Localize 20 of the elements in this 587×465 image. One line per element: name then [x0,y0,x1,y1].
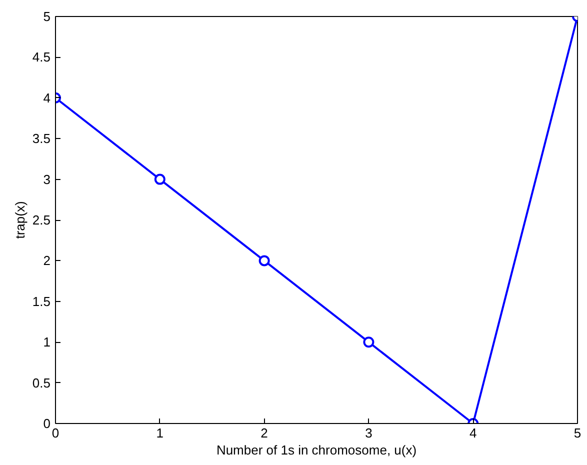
y-tick-label: 3 [43,172,51,187]
y-tick-label: 0.5 [32,375,51,390]
point [154,174,166,185]
x-tick-label: 2 [260,426,268,440]
x-tick-label: 4 [469,426,477,440]
y-tick-label: 1.5 [32,294,51,309]
y-tick-label: 4.5 [32,50,51,65]
y-tick-label: 4 [43,90,51,106]
y-tick-label: 1 [43,334,51,350]
y-tick-label: 0 [43,416,51,431]
y-tick-label: 5 [43,9,51,24]
x-axis-title: Number of 1s in chromosome, u(x) [216,442,417,458]
x-tick-label: 5 [574,426,582,440]
y-tick-label: 3.5 [32,131,51,146]
x-tick-label: 3 [365,426,372,440]
y-axis-title: trap(x) [12,201,28,239]
y-tick-label: 2 [43,253,51,268]
y-tick-label: 2.5 [32,212,51,228]
point [258,255,270,266]
x-tick-label: 1 [156,426,164,440]
